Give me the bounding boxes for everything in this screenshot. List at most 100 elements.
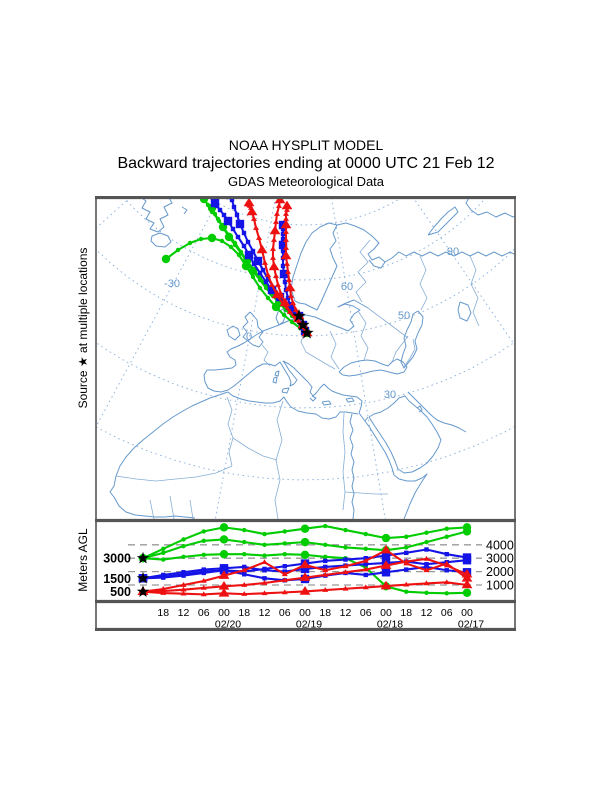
trajectory-marker-circle <box>281 312 287 318</box>
trajectory-marker-circle <box>228 244 234 250</box>
trajectory-marker-square <box>241 243 247 249</box>
trajectory-marker-circle <box>300 537 310 547</box>
trajectory-marker-square <box>262 576 267 581</box>
trajectory-marker-triangle <box>275 282 281 287</box>
time-tick-label: 18 <box>319 607 331 619</box>
trajectory-marker-circle <box>219 238 225 244</box>
country-border <box>169 495 175 519</box>
trajectory-marker-triangle <box>299 559 311 569</box>
coastline <box>384 251 515 263</box>
trajectory-marker-square <box>161 572 166 578</box>
trajectory-marker-circle <box>219 549 229 559</box>
time-tick-label: 12 <box>178 607 190 619</box>
date-label: 02/17 <box>458 619 484 631</box>
graticule-label: 50 <box>398 310 410 322</box>
trajectory-marker-triangle <box>241 591 248 596</box>
trajectory-marker-square <box>181 570 186 575</box>
trajectory-marker-square <box>381 551 391 560</box>
trajectory-marker-square <box>278 240 288 250</box>
figure-header: NOAA HYSPLIT MODEL Backward trajectories… <box>0 136 612 191</box>
coastline <box>281 387 290 394</box>
trajectory-marker-circle <box>224 232 234 242</box>
trajectory-marker-circle <box>444 591 449 596</box>
coastline <box>139 197 173 233</box>
trajectory-marker-square <box>231 204 237 210</box>
trajectory-marker-square <box>262 568 267 573</box>
trajectory-marker-triangle <box>243 197 255 207</box>
trajectory-marker-triangle <box>443 562 450 568</box>
trajectory-marker-circle <box>323 554 328 560</box>
trajectory-marker-circle <box>343 527 348 533</box>
map-trajectory-red-c <box>280 200 305 320</box>
trajectory-marker-triangle <box>268 261 280 271</box>
trajectory-marker-circle <box>262 531 267 537</box>
trajectory-marker-square <box>265 276 271 282</box>
trajectory-marker-circle <box>282 529 287 534</box>
trajectory-marker-circle <box>404 534 409 539</box>
trajectory-marker-circle <box>250 274 256 280</box>
country-border <box>115 465 233 482</box>
source-star-marker <box>300 326 314 339</box>
trajectory-marker-triangle <box>160 588 167 593</box>
trajectory-marker-circle <box>232 242 238 248</box>
trajectory-marker-triangle <box>362 566 369 572</box>
graticule-label: 30 <box>384 389 396 401</box>
trajectory-marker-circle <box>248 266 258 276</box>
trajectory-marker-triangle <box>288 293 294 298</box>
country-border <box>403 338 416 368</box>
trajectory-marker-circle <box>265 295 271 301</box>
trajectory-marker-triangle <box>273 273 279 278</box>
trajectory-marker-square <box>280 248 286 254</box>
trajectory-marker-circle <box>462 588 472 597</box>
trajectory-marker-triangle <box>218 581 230 590</box>
trajectory-marker-triangle <box>342 569 349 575</box>
trajectory-marker-circle <box>282 541 287 546</box>
time-tick-label: 06 <box>360 607 372 619</box>
trajectory-marker-triangle <box>270 246 276 251</box>
coastline <box>336 222 386 269</box>
trajectory-marker-square <box>217 207 223 213</box>
country-border <box>344 491 388 495</box>
trajectory-marker-circle <box>404 589 409 594</box>
trajectory-marker-square <box>219 566 229 575</box>
trajectory-marker-circle <box>161 254 171 264</box>
trajectory-marker-circle <box>242 527 247 533</box>
trajectory-marker-triangle <box>423 567 430 573</box>
trajectory-marker-circle <box>263 285 269 291</box>
coastline <box>242 311 264 348</box>
coastline <box>181 206 188 215</box>
trajectory-marker-square <box>381 568 391 577</box>
trajectory-marker-triangle <box>281 589 288 595</box>
trajectory-marker-square <box>201 570 206 576</box>
coastline <box>407 391 467 433</box>
right-axis-label: 2000 <box>486 565 514 579</box>
right-axis-label: 1000 <box>486 579 514 593</box>
trajectory-marker-triangle <box>261 580 268 585</box>
map-country-borders <box>115 239 480 519</box>
country-border <box>261 344 271 367</box>
source-star-marker <box>292 309 306 322</box>
trajectory-marker-triangle <box>281 577 288 583</box>
coastline <box>400 310 424 369</box>
trajectory-marker-square <box>444 568 449 573</box>
graticule-label: 90 <box>447 246 459 258</box>
date-label: 02/19 <box>296 619 322 631</box>
right-axis-label: 4000 <box>486 538 514 552</box>
time-tick-label: 06 <box>198 607 210 619</box>
trajectory-marker-circle <box>161 546 166 552</box>
country-border <box>342 412 346 511</box>
met-data-subtitle: GDAS Meteorological Data <box>227 174 385 189</box>
trajectory-marker-circle <box>242 539 247 545</box>
trajectory-marker-square <box>235 234 241 240</box>
trajectory-marker-triangle <box>461 579 473 589</box>
graticule-label: -30 <box>164 278 180 290</box>
trajectory-marker-circle <box>201 552 206 558</box>
coastline <box>465 197 515 218</box>
coastline <box>290 222 338 311</box>
trajectory-marker-triangle <box>200 584 207 590</box>
trajectory-marker-square <box>242 564 247 570</box>
trajectory-marker-circle <box>300 550 310 560</box>
trajectory-marker-circle <box>219 535 229 544</box>
coastline <box>203 324 280 393</box>
trajectory-marker-triangle <box>200 578 207 583</box>
